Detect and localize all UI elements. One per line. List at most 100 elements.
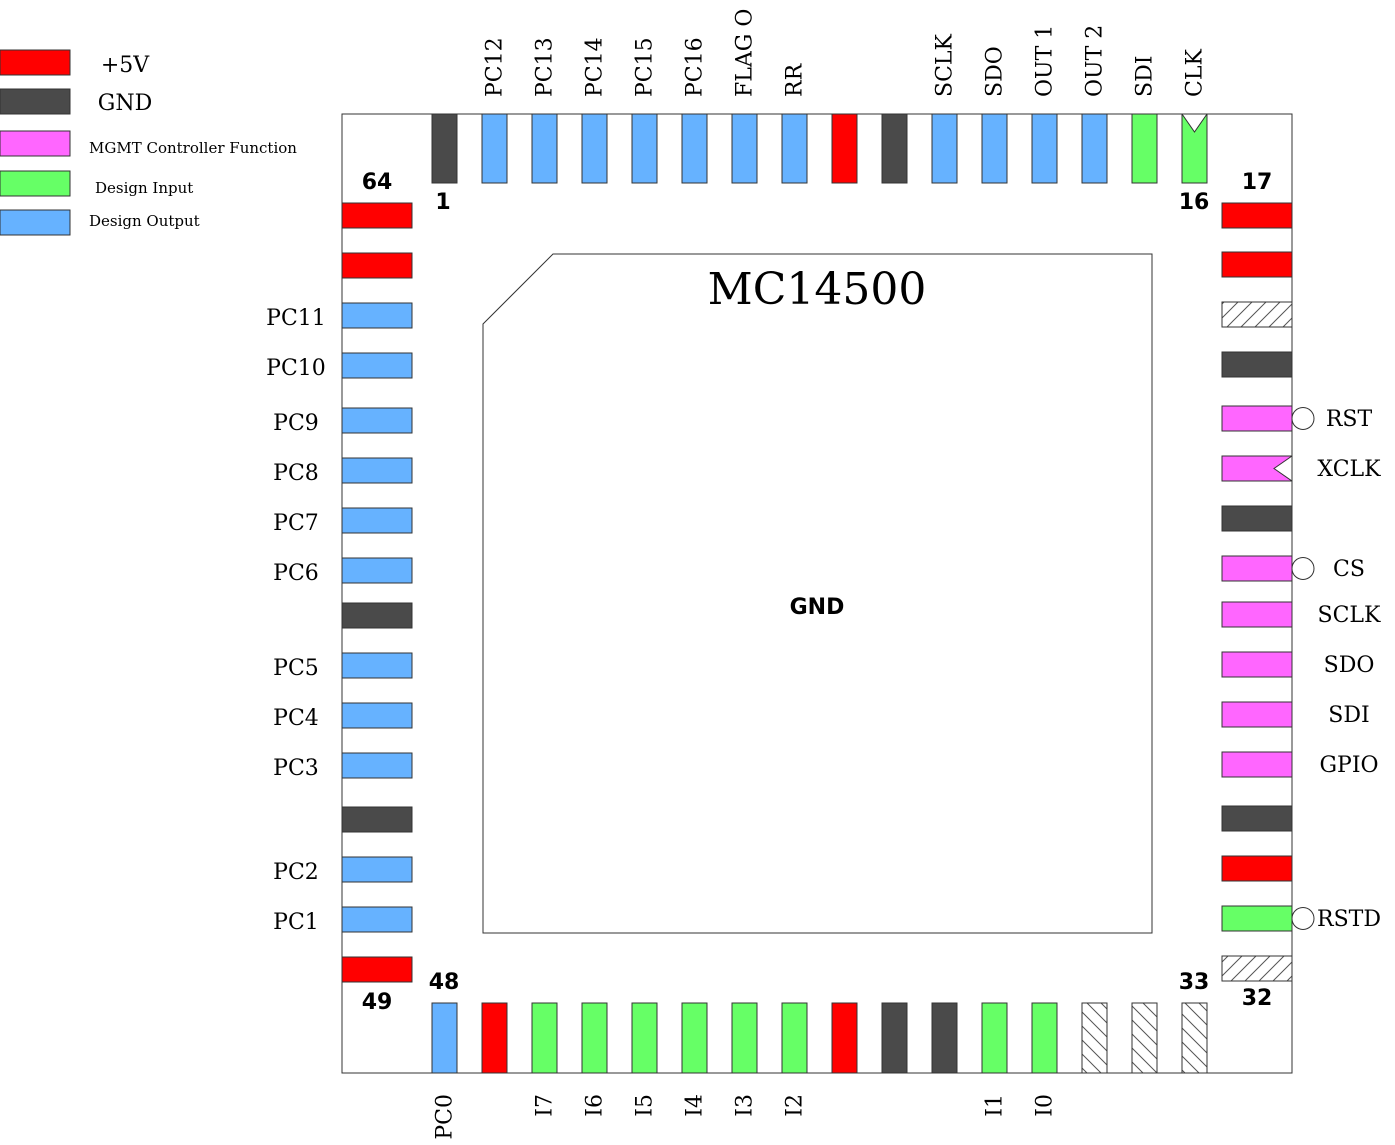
bottom-pin-38 <box>931 1002 958 1074</box>
chip-title: MC14500 <box>708 264 927 315</box>
bottom-pin-label-i2: I2 <box>783 1094 808 1117</box>
bottom-pin-42 <box>731 1002 758 1074</box>
clock-marker-icon <box>1181 113 1208 133</box>
legend-swatch-mgmt <box>0 130 71 157</box>
pin-number-1: 1 <box>435 190 450 215</box>
top-pin-label-pc15: PC15 <box>633 37 658 97</box>
left-pin-58 <box>341 507 413 534</box>
bottom-pin-41 <box>781 1002 808 1074</box>
left-pin-59 <box>341 457 413 484</box>
left-pin-label-pc9: PC9 <box>273 411 319 436</box>
top-pin-5 <box>631 113 658 184</box>
legend-swatch-input <box>0 170 71 197</box>
die-center-label: GND <box>790 595 845 620</box>
right-pin-column: RST XCLK CS SCLK SDO SDI GPIO RSTD <box>1221 202 1382 982</box>
active-low-bubble-icon <box>1291 557 1315 580</box>
right-pin-18 <box>1221 251 1293 278</box>
right-pin-label-sclk: SCLK <box>1318 603 1382 628</box>
pin-number-48: 48 <box>429 970 460 995</box>
right-pin-26 <box>1221 651 1293 678</box>
left-pin-56 <box>341 602 413 629</box>
active-low-bubble-icon <box>1291 907 1315 930</box>
right-pin-24 <box>1221 555 1293 582</box>
die-outline <box>482 253 1153 934</box>
bottom-pin-44 <box>631 1002 658 1074</box>
bottom-pin-label-i7: I7 <box>533 1094 558 1117</box>
bottom-pin-39 <box>881 1002 908 1074</box>
pin-number-64: 64 <box>362 170 393 195</box>
right-pin-label-xclk: XCLK <box>1317 457 1381 482</box>
top-pin-10 <box>881 113 908 184</box>
pin-number-33: 33 <box>1179 970 1210 995</box>
pin-number-16: 16 <box>1179 190 1210 215</box>
top-pin-label-out-2: OUT 2 <box>1083 25 1108 97</box>
bottom-pin-45 <box>581 1002 608 1074</box>
clock-marker-icon <box>1273 455 1293 482</box>
legend-label-input: Design Input <box>95 179 193 197</box>
left-pin-label-pc11: PC11 <box>266 306 326 331</box>
top-pin-15 <box>1131 113 1158 184</box>
left-pin-column: PC11 PC10 PC9 PC8 PC7 PC6 PC5 PC4 PC3 PC2 PC1 <box>266 202 413 983</box>
active-low-bubble-icon <box>1291 407 1315 430</box>
top-pin-label-pc16: PC16 <box>683 37 708 97</box>
right-pin-27 <box>1221 701 1293 728</box>
legend-swatch-output <box>0 209 71 236</box>
left-pin-label-pc3: PC3 <box>273 756 319 781</box>
bottom-pin-46 <box>531 1002 558 1074</box>
right-pin-label-rst: RST <box>1326 407 1373 432</box>
left-pin-label-pc7: PC7 <box>273 511 319 536</box>
legend-swatch-gnd <box>0 88 71 115</box>
top-pin-13 <box>1031 113 1058 184</box>
pin-number-32: 32 <box>1242 986 1273 1011</box>
right-pin-25 <box>1221 601 1293 628</box>
right-pin-label-sdi: SDI <box>1328 703 1369 728</box>
left-pin-label-pc1: PC1 <box>273 910 319 935</box>
bottom-pin-47 <box>481 1002 508 1074</box>
left-pin-label-pc8: PC8 <box>273 461 319 486</box>
top-pin-6 <box>681 113 708 184</box>
left-pin-54 <box>341 702 413 729</box>
top-pin-8 <box>781 113 808 184</box>
top-pin-label-flag-o: FLAG O <box>733 9 758 97</box>
bottom-pin-33 <box>1181 1002 1208 1074</box>
left-pin-57 <box>341 557 413 584</box>
right-pin-30 <box>1221 855 1293 882</box>
bottom-pin-36 <box>1031 1002 1058 1074</box>
right-pin-19 <box>1221 301 1293 328</box>
left-pin-label-pc4: PC4 <box>273 706 319 731</box>
left-pin-label-pc2: PC2 <box>273 860 319 885</box>
top-pin-14 <box>1081 113 1108 184</box>
top-pin-label-out-1: OUT 1 <box>1033 25 1058 97</box>
left-pin-50 <box>341 906 413 933</box>
left-pin-label-pc10: PC10 <box>266 356 326 381</box>
top-pin-11 <box>931 113 958 184</box>
bottom-pin-43 <box>681 1002 708 1074</box>
top-pin-2 <box>481 113 508 184</box>
left-pin-52 <box>341 806 413 833</box>
right-pin-31 <box>1221 905 1293 932</box>
bottom-pin-35 <box>1081 1002 1108 1074</box>
right-pin-label-sdo: SDO <box>1324 653 1375 678</box>
bottom-pin-34 <box>1131 1002 1158 1074</box>
legend-label-vcc: +5V <box>101 53 150 78</box>
top-pin-row: PC12 PC13 PC14 PC15 PC16 FLAG O RR SCLK SDO OUT 1… <box>431 9 1208 184</box>
pin-number-49: 49 <box>362 990 393 1015</box>
bottom-pin-40 <box>831 1002 858 1074</box>
right-pin-28 <box>1221 751 1293 778</box>
bottom-pin-48 <box>431 1002 458 1074</box>
legend: +5V GND MGMT Controller Function Design Inp… <box>0 49 297 236</box>
bottom-pin-37 <box>981 1002 1008 1074</box>
bottom-pin-label-i4: I4 <box>683 1094 708 1117</box>
left-pin-label-pc6: PC6 <box>273 561 319 586</box>
bottom-pin-label-i3: I3 <box>733 1094 758 1117</box>
bottom-pin-label-i5: I5 <box>633 1094 658 1117</box>
left-pin-61 <box>341 352 413 379</box>
right-pin-label-rstd: RSTD <box>1317 907 1381 932</box>
top-pin-4 <box>581 113 608 184</box>
bottom-pin-label-i0: I0 <box>1033 1094 1058 1117</box>
right-pin-21 <box>1221 405 1293 432</box>
right-pin-29 <box>1221 805 1293 832</box>
top-pin-label-sdi: SDI <box>1133 56 1158 97</box>
left-pin-64 <box>341 202 413 229</box>
